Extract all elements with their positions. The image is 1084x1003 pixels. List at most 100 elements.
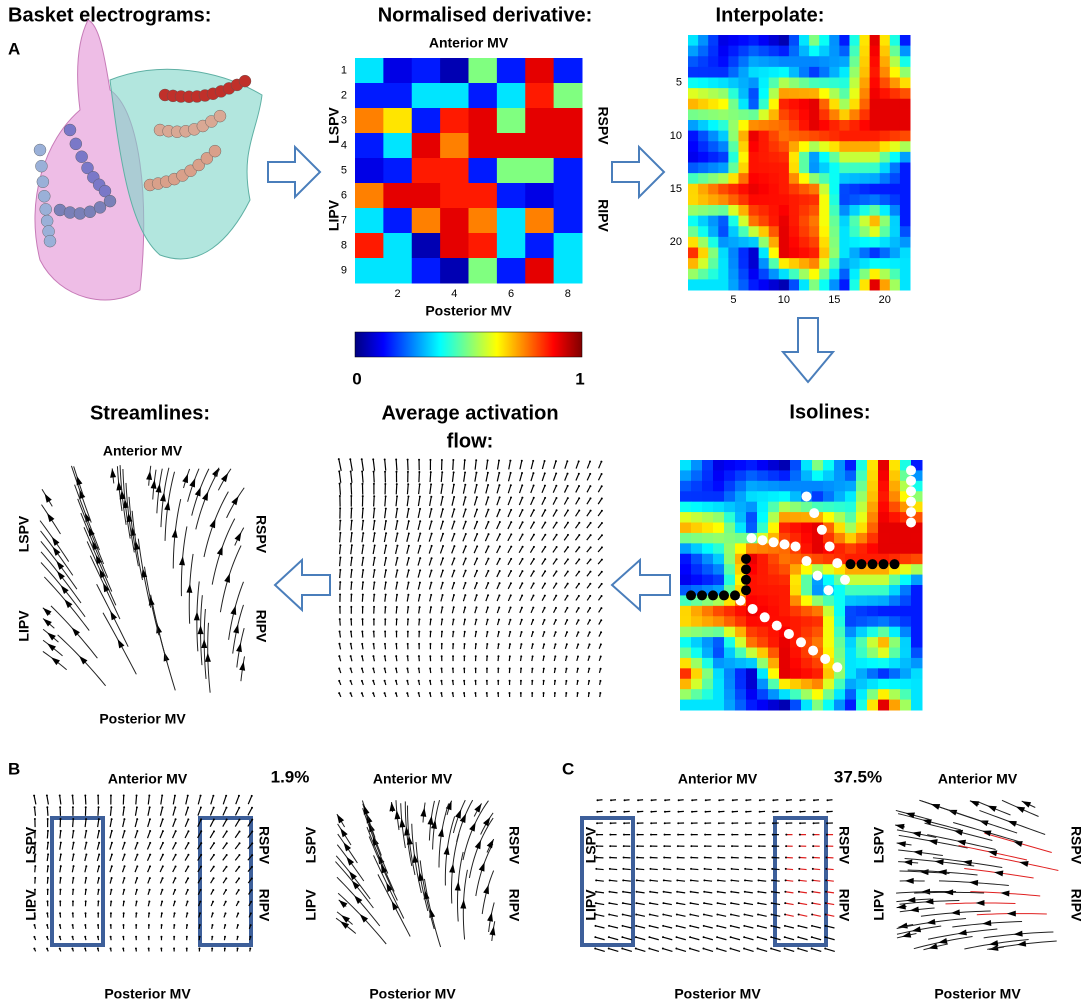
interpolated-cell [839,247,850,259]
flow-vector-head [664,799,667,802]
isoline-cell [823,689,835,701]
flow-vector-head [395,483,398,486]
flow-vector [663,868,672,871]
flow-vector-head [173,794,176,797]
flow-vector-head [566,631,569,634]
interpolated-cell [899,226,911,238]
flow-vector [771,879,780,882]
flow-vector-head [430,544,433,547]
isoline-cell [735,501,747,513]
flow-vector [541,534,546,541]
flow-vector [440,496,444,506]
flow-vector-head [475,630,478,633]
interpolated-cell [708,98,719,110]
flow-vector [649,902,659,906]
flow-vector [563,522,569,529]
flow-vector [406,557,410,566]
heatmap-cell [440,133,469,159]
heatmap-cell [355,83,384,109]
flow-vector [597,547,603,553]
isoline-cell [691,647,703,659]
isoline-cell [878,595,890,607]
interpolated-cell [768,226,780,238]
interpolated-cell [738,77,750,89]
flow-vector-head [161,853,164,856]
flow-arrow [267,144,322,200]
flow-vector [608,925,619,929]
flow-vector [451,533,455,542]
flow-vector [462,582,467,590]
flow-vector [462,484,466,494]
flow-vector-head [608,924,611,927]
flow-vector-head [350,605,353,608]
flow-vector [826,868,834,871]
flow-vector-head [588,619,591,622]
interpolated-cell [799,98,810,110]
flow-vector-head [594,913,597,916]
flow-vector-head [690,856,693,859]
flow-vector [429,607,432,614]
flow-vector [451,509,455,518]
flow-vector-head [554,679,557,682]
flow-vector-head [595,856,598,859]
interpolated-cell [728,77,739,89]
flow-vector-head [372,667,375,670]
flow-vector-head [211,924,214,927]
isoline-cell [889,512,901,523]
flow-vector-head [662,913,665,916]
interpolated-cell [718,205,729,217]
flow-vector [134,807,138,816]
flow-vector [518,509,524,518]
isoline-cell [845,585,857,596]
isoline-cell [790,637,802,648]
isoline-cell [724,564,736,576]
flow-vector-head [508,655,511,658]
isoline-cell [691,605,703,617]
flow-vector-head [200,842,203,845]
flow-vector-head [148,818,151,821]
flow-vector-head [123,888,126,891]
flow-vector [406,508,410,519]
flow-vector-head [187,877,190,880]
flow-vector [439,521,444,530]
flow-vector-head [430,483,433,486]
isoline-cell [801,668,813,680]
flow-vector [563,546,569,553]
flow-vector [247,843,253,850]
flow-vector-head [543,643,546,646]
interpolated-cell [728,109,739,121]
flow-vector [758,879,767,882]
isoline-cell [724,585,736,596]
heatmap-cell [383,183,413,209]
flow-vector-head [110,900,113,903]
flow-vector-head [361,593,364,596]
interpolated-cell [899,268,911,280]
interpolated-cell [698,205,709,217]
flow-vector-head [123,877,126,880]
flow-vector [474,594,478,602]
isoline-cell [867,470,879,482]
flow-vector-head [33,935,36,938]
flow-vector [59,842,62,850]
isoline-cell [768,553,780,565]
isoline-cell [911,491,923,503]
isoline-cell [801,532,813,544]
interpolated-cell [718,183,729,195]
interpolated-cell [799,109,810,121]
flow-vector-head [373,544,376,547]
flow-vector [552,534,558,541]
flow-vector [575,473,580,481]
flow-vector-head [783,936,786,939]
heatmap-cell [411,258,441,284]
isoline-cell [735,553,747,565]
flow-vector-head [339,519,342,522]
flow-vector-head [578,558,581,561]
interpolated-cell [849,173,861,185]
flow-vector-head [599,692,602,695]
flow-vector-head [249,924,252,927]
flow-vector [428,545,433,554]
flow-vector-head [825,879,828,882]
flow-vector [518,521,524,530]
flow-vector-head [464,594,467,597]
flow-vector [147,819,151,828]
